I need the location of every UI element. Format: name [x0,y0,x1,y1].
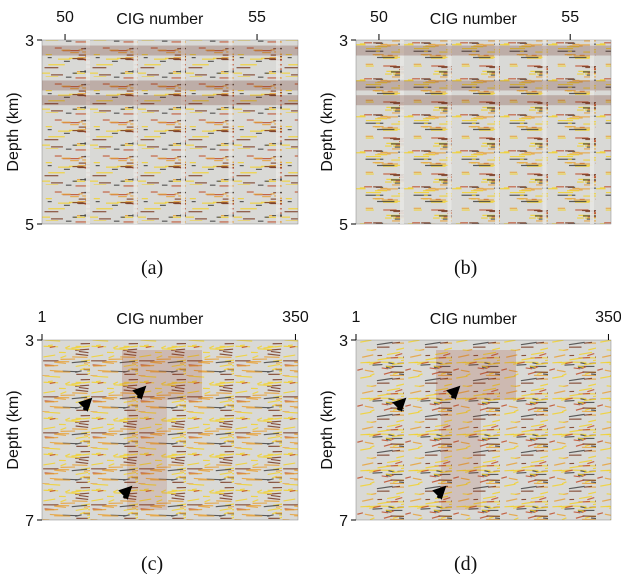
event-band [42,45,298,56]
y-axis-label: Depth (km) [319,92,336,171]
gather-gap [228,40,233,224]
seismic-image [41,339,299,521]
arrow [132,385,147,400]
event-band [356,80,611,91]
seismic-image [355,39,612,225]
gather-gap [447,40,452,224]
y-axis-label: Depth (km) [5,390,22,469]
y-tick-label: 5 [339,217,348,234]
panel: 1 350 3 7 CIG number Depth (km) (c) [5,309,309,575]
event-zone [127,400,167,510]
x-tick-label: 55 [248,9,266,26]
event-band [356,95,611,106]
y-tick-label: 3 [25,33,34,50]
gather-gap [133,40,138,224]
x-tick-label: 350 [282,309,309,326]
gather-gap [400,40,404,224]
x-tick-label: 55 [561,9,579,26]
arrow [118,485,133,500]
panel: 50 55 3 5 CIG number Depth (km) (b) [319,9,612,279]
panel: 50 55 3 5 CIG number Depth (km) (a) [5,9,299,279]
arrow [78,397,93,412]
event-band [42,95,298,106]
arrow [392,397,407,412]
panel: 1 350 3 7 CIG number Depth (km) (d) [319,309,621,575]
caption: (c) [141,553,163,574]
event-band [42,80,298,91]
x-tick-label: 1 [38,309,47,326]
x-tick-label: 50 [56,9,74,26]
x-tick-label: 50 [370,9,388,26]
y-axis-label: Depth (km) [319,390,336,469]
y-tick-label: 7 [339,513,348,530]
caption: (a) [141,257,163,279]
event-band [356,45,611,56]
caption: (d) [454,553,477,574]
arrow [432,485,447,500]
y-tick-label: 3 [339,333,348,350]
x-tick-label: 350 [595,309,621,326]
x-tick-label: 1 [352,309,361,326]
y-tick-label: 7 [25,513,34,530]
event-zone [436,350,516,400]
y-tick-label: 3 [25,333,34,350]
gather-gap [495,40,499,224]
x-axis-label: CIG number [116,11,204,28]
x-axis-label: CIG number [430,11,518,28]
y-tick-label: 5 [25,217,34,234]
seismic-image [41,39,299,225]
y-tick-label: 3 [339,33,348,50]
gather-gap [542,40,547,224]
seismic-image [355,339,612,521]
y-axis-label: Depth (km) [5,92,22,171]
caption: (b) [454,257,477,279]
gather-gap [86,40,90,224]
gather-gap [181,40,185,224]
event-zone [441,400,481,510]
gather-gap [276,40,280,224]
x-axis-label: CIG number [116,311,204,328]
event-zone [122,350,202,400]
x-axis-label: CIG number [430,311,518,328]
gather-gap [590,40,594,224]
arrow [446,385,461,400]
